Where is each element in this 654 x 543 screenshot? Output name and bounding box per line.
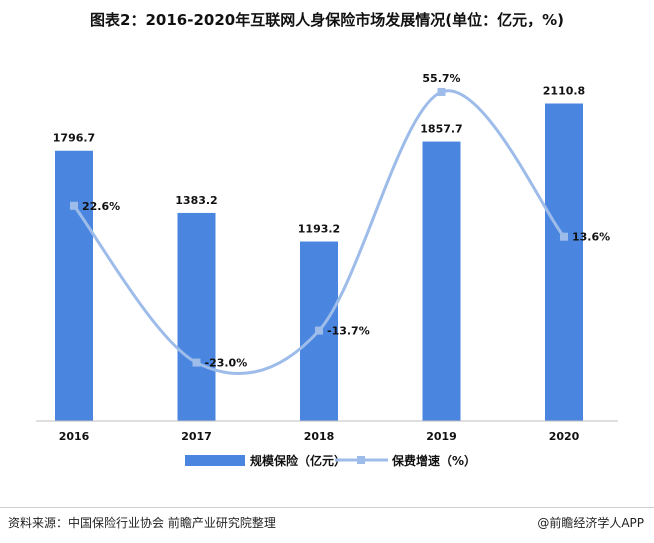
bar-2016 <box>55 150 93 421</box>
x-tick-2019: 2019 <box>426 430 457 443</box>
growth-rate-line <box>72 89 566 375</box>
growth-marker-2018 <box>315 326 323 335</box>
bar-2019 <box>422 141 461 421</box>
x-tick-2017: 2017 <box>181 430 212 443</box>
legend: 规模保险（亿元） 保费增速（%） <box>185 453 476 468</box>
growth-marker-2017 <box>192 358 201 367</box>
bar-label-2018: 1193.2 <box>298 223 340 236</box>
growth-marker-2016 <box>70 201 78 210</box>
growth-markers-layer <box>70 87 568 367</box>
growth-label-2020: 13.6% <box>572 231 610 244</box>
x-tick-labels: 2016 2017 2018 2019 2020 <box>59 430 580 443</box>
x-tick-2016: 2016 <box>59 430 90 443</box>
growth-label-2019: 55.7% <box>422 72 460 85</box>
x-tick-2020: 2020 <box>549 430 580 443</box>
growth-label-2017: -23.0% <box>205 357 248 370</box>
growth-label-2018: -13.7% <box>327 325 370 338</box>
bar-2017 <box>177 212 216 421</box>
brand-credit: @前瞻经济学人APP <box>537 516 644 530</box>
legend-line-label: 保费增速（%） <box>391 453 476 468</box>
bar-label-2016: 1796.7 <box>53 132 95 145</box>
legend-bar-label: 规模保险（亿元） <box>250 453 346 468</box>
legend-line-marker <box>357 456 365 464</box>
chart-title: 图表2：2016-2020年互联网人身保险市场发展情况(单位：亿元，%) <box>90 11 564 29</box>
bar-value-labels: 1796.7 1383.2 1193.2 1857.7 2110.8 <box>53 85 585 236</box>
bars-layer <box>55 103 583 422</box>
bar-label-2020: 2110.8 <box>543 85 585 98</box>
growth-value-labels: 22.6% -23.0% -13.7% 55.7% 13.6% <box>82 72 610 370</box>
growth-label-2016: 22.6% <box>82 200 120 213</box>
legend-bar-swatch <box>185 455 245 466</box>
bar-2020 <box>545 103 583 422</box>
footer-divider <box>0 507 654 508</box>
growth-marker-2020 <box>560 232 568 241</box>
x-tick-2018: 2018 <box>304 430 335 443</box>
source-note: 资料来源：中国保险行业协会 前瞻产业研究院整理 <box>8 516 276 530</box>
bar-label-2019: 1857.7 <box>420 123 462 136</box>
bar-label-2017: 1383.2 <box>175 194 217 207</box>
growth-marker-2019 <box>437 87 446 96</box>
